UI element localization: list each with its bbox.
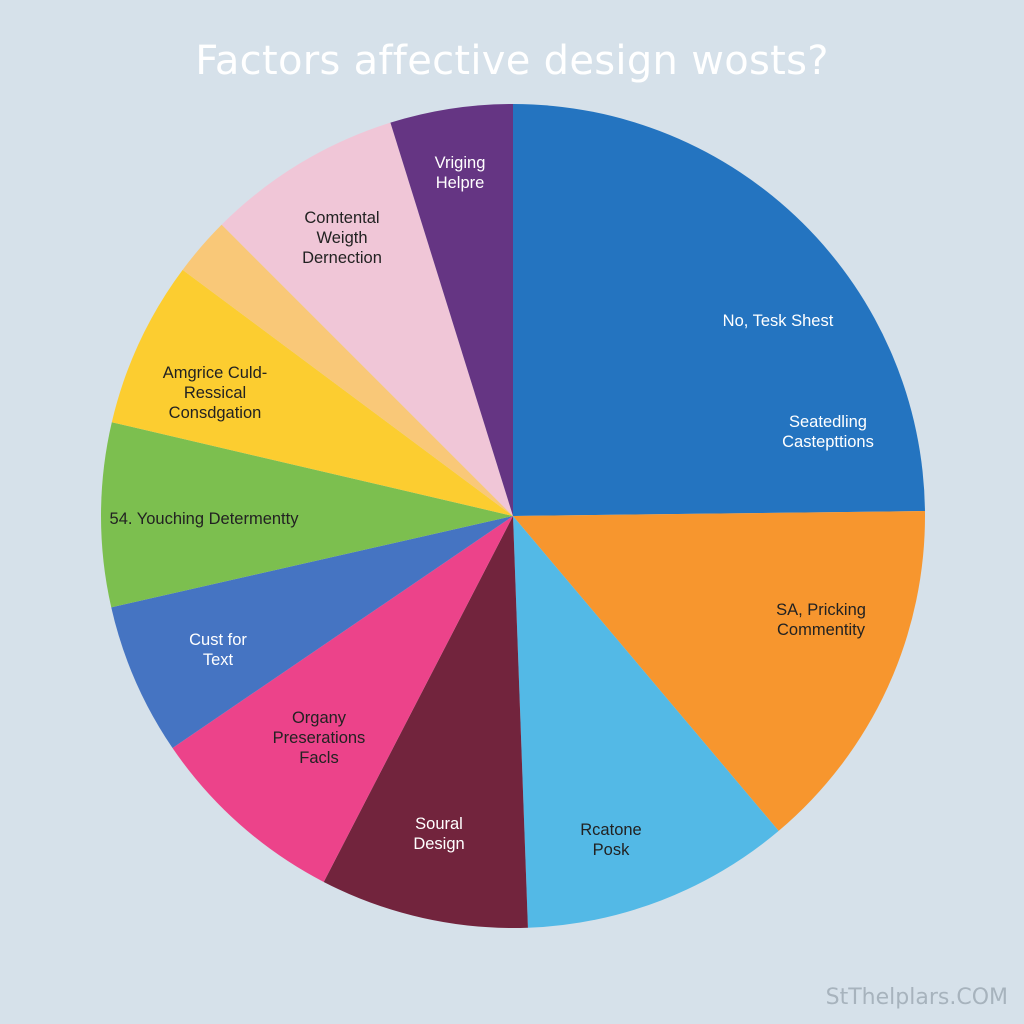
pie-slice (513, 104, 925, 516)
pie-slice (111, 269, 513, 516)
slice-label: No, Tesk Shest (723, 312, 834, 330)
pie-slice (221, 122, 514, 516)
pie-slice (100, 422, 513, 608)
slice-label: Amgrice Culd-Ressical Consdgation (163, 364, 268, 422)
pie-slices (100, 104, 926, 929)
slice-label: Vriging Helpre (435, 154, 486, 192)
slice-label: SA, Pricking Commentity (776, 601, 866, 639)
chart-title: Factors affective design wosts? (195, 38, 829, 84)
slice-label: Organy Preserations Facls (273, 709, 366, 767)
slice-label: Cust for Text (189, 631, 247, 669)
pie-slice (111, 516, 513, 748)
slice-label: Rcatone Posk (580, 821, 641, 859)
slice-label: 54. Youching Determentty (110, 510, 300, 528)
slice-label: Seatedling Castepttions (782, 413, 874, 451)
slice-label: Comtental Weigth Dernection (302, 209, 382, 267)
slice-label: Soural Design (413, 815, 464, 853)
pie-labels: No, Tesk Shest Seatedling Castepttions SA, … (110, 154, 874, 859)
pie-slice (323, 516, 528, 929)
pie-slice (172, 516, 513, 882)
watermark: StThelplars.COM (825, 985, 1008, 1010)
pie-slice (513, 516, 779, 928)
pie-slice (390, 104, 513, 516)
pie-slice (182, 224, 513, 517)
pie-slice (513, 511, 926, 831)
